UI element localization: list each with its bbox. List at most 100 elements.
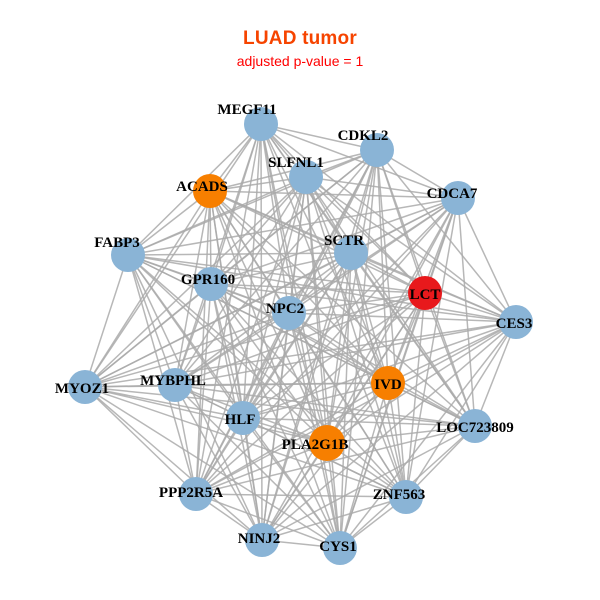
graph-edge [242, 382, 389, 419]
graph-edge [84, 386, 263, 541]
graph-edge [174, 321, 517, 386]
node-label-loc723809: LOC723809 [436, 420, 514, 436]
graph-edge [195, 382, 389, 495]
graph-edge [84, 190, 211, 388]
graph-edge [405, 197, 459, 498]
graph-node-ppp2r5a[interactable] [179, 477, 213, 511]
graph-edge [288, 312, 517, 323]
graph-edge [84, 386, 476, 427]
graph-node-cys1[interactable] [323, 531, 357, 565]
graph-edge [210, 252, 352, 285]
graph-node-sctr[interactable] [334, 236, 368, 270]
graph-edge [210, 197, 459, 285]
graph-edge [210, 283, 476, 427]
node-label-ppp2r5a: PPP2R5A [159, 485, 223, 501]
graph-edge [305, 176, 407, 498]
node-label-cdca7: CDCA7 [427, 186, 478, 202]
label-layer: MEGF11 CDKL2 SLFNL1 ACADS CDCA7 SCTR FABP3 GPR1… [55, 102, 532, 555]
graph-edge [127, 254, 328, 444]
graph-edge [305, 176, 426, 294]
graph-edge [242, 197, 459, 419]
graph-node-gpr160[interactable] [194, 267, 228, 301]
graph-edge [174, 382, 389, 386]
graph-edge [174, 384, 476, 427]
graph-edge [210, 283, 407, 498]
graph-edge [209, 190, 476, 427]
graph-edge [305, 176, 459, 199]
node-layer [68, 107, 533, 565]
graph-edge [84, 386, 407, 498]
graph-edge [260, 123, 426, 294]
graph-node-myoz1[interactable] [68, 370, 102, 404]
graph-edge [405, 292, 426, 498]
graph-edge [174, 384, 263, 541]
graph-edge [405, 321, 517, 498]
graph-edge [84, 254, 129, 388]
graph-edge [260, 123, 378, 151]
graph-node-mybphl[interactable] [158, 368, 192, 402]
node-label-ces3: CES3 [496, 316, 533, 332]
graph-edge [195, 493, 407, 498]
node-label-cdkl2: CDKL2 [338, 128, 389, 144]
graph-node-ivd[interactable] [371, 366, 405, 400]
graph-edge [210, 176, 307, 285]
graph-edge [261, 496, 407, 541]
node-label-sctr: SCTR [324, 233, 364, 249]
node-label-mybphl: MYBPHL [140, 373, 206, 389]
graph-edge [339, 149, 378, 549]
graph-edge [174, 312, 290, 386]
graph-edge [339, 292, 426, 549]
graph-node-loc723809[interactable] [458, 409, 492, 443]
graph-edge [261, 321, 517, 541]
graph-edge [210, 283, 517, 323]
node-label-lct: LCT [410, 287, 441, 303]
graph-edge [127, 197, 459, 256]
plot-subtitle: adjusted p-value = 1 [236, 53, 364, 69]
node-label-pla2g1b: PLA2G1B [282, 437, 349, 453]
graph-edge [195, 442, 328, 495]
node-label-ivd: IVD [374, 377, 402, 393]
graph-edge [84, 386, 197, 495]
graph-edge [195, 425, 476, 495]
graph-node-slfnl1[interactable] [289, 160, 323, 194]
graph-node-lct[interactable] [408, 276, 442, 310]
node-label-ninj2: NINJ2 [238, 531, 281, 547]
graph-edge [326, 425, 476, 444]
graph-node-cdkl2[interactable] [360, 133, 394, 167]
graph-edge [127, 190, 211, 256]
graph-edge [376, 149, 517, 323]
graph-edge [261, 382, 389, 541]
graph-edge [210, 283, 244, 419]
graph-node-acads[interactable] [193, 174, 227, 208]
graph-edge [210, 283, 328, 444]
graph-node-ninj2[interactable] [245, 523, 279, 557]
graph-edge [387, 321, 517, 384]
graph-edge [174, 197, 459, 386]
graph-node-hlf[interactable] [226, 401, 260, 435]
graph-edge [174, 384, 341, 549]
graph-node-megf11[interactable] [244, 107, 278, 141]
graph-node-npc2[interactable] [272, 296, 306, 330]
graph-edge [84, 386, 244, 419]
graph-node-cdca7[interactable] [441, 181, 475, 215]
graph-edge [127, 176, 307, 256]
graph-edge [288, 312, 389, 384]
graph-edge [174, 283, 212, 386]
graph-node-ces3[interactable] [499, 305, 533, 339]
graph-edge [457, 197, 476, 427]
graph-edge [127, 254, 426, 294]
graph-edge [326, 197, 459, 444]
graph-edge [84, 283, 212, 388]
node-label-cys1: CYS1 [319, 539, 357, 555]
graph-edge [260, 123, 517, 323]
graph-node-fabp3[interactable] [111, 238, 145, 272]
graph-edge [261, 442, 328, 541]
graph-edge [305, 176, 476, 427]
graph-edge [195, 493, 341, 549]
graph-edge [260, 123, 459, 199]
node-label-slfnl1: SLFNL1 [268, 155, 324, 171]
graph-node-pla2g1b[interactable] [309, 425, 345, 461]
graph-edge [339, 321, 517, 549]
graph-node-znf563[interactable] [389, 480, 423, 514]
